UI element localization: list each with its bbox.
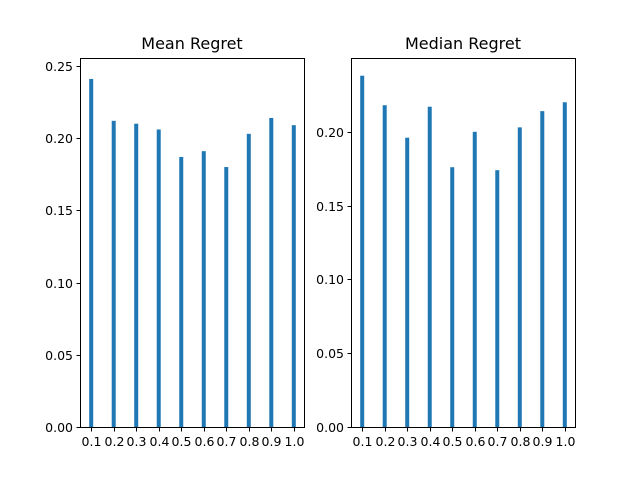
median-regret-bar-0.7 [495, 170, 500, 427]
median-regret-bar-0.5 [450, 167, 455, 427]
mean-regret-bar-0.1 [89, 78, 94, 427]
median-regret-xtick-label: 1.0 [556, 434, 576, 449]
median-regret-xtick-label: 0.4 [421, 434, 441, 449]
mean-regret-xtick-label: 0.5 [172, 434, 192, 449]
median-regret-ytick-label: 0.20 [316, 125, 344, 140]
mean-regret-title: Mean Regret [141, 34, 242, 53]
mean-regret-bar-0.6 [201, 151, 206, 427]
mean-regret-bar-0.2 [111, 120, 116, 427]
median-regret-bars [360, 75, 567, 428]
mean-regret-xtick-label: 0.2 [105, 434, 125, 449]
mean-regret-xtick-label: 0.3 [127, 434, 147, 449]
mean-regret-bar-0.5 [179, 156, 184, 427]
mean-regret-ytick-label: 0.10 [45, 276, 73, 291]
median-regret-xtick-label: 0.1 [353, 434, 373, 449]
median-regret-bar-0.6 [472, 131, 477, 428]
mean-regret-ytick-label: 0.20 [45, 131, 73, 146]
median-regret-ytick-label: 0.10 [316, 272, 344, 287]
mean-regret-xtick-label: 0.7 [217, 434, 237, 449]
mean-regret-y-axis: 0.00 0.05 0.10 0.15 0.20 0.25 [45, 59, 81, 435]
mean-regret-bar-1.0 [291, 125, 296, 427]
median-regret-xtick-label: 0.5 [443, 434, 463, 449]
mean-regret-bar-0.3 [134, 123, 139, 428]
median-regret-ytick-label: 0.00 [316, 420, 344, 435]
median-regret-bar-0.1 [360, 75, 365, 428]
mean-regret-ytick-label: 0.05 [45, 348, 73, 363]
mean-regret-ytick-label: 0.15 [45, 203, 73, 218]
mean-regret-panel: Mean Regret 0.00 0.05 0.10 0.15 0.20 0.25 0.1… [45, 34, 305, 449]
mean-regret-bar-0.7 [224, 167, 229, 428]
mean-regret-xtick-label: 0.6 [195, 434, 215, 449]
median-regret-bar-0.4 [427, 106, 432, 428]
mean-regret-x-axis: 0.1 0.2 0.3 0.4 0.5 0.6 0.7 0.8 0.9 1.0 [82, 427, 305, 449]
median-regret-bar-0.3 [405, 137, 410, 427]
mean-regret-bars [89, 78, 296, 428]
median-regret-y-axis: 0.00 0.05 0.10 0.15 0.20 [316, 125, 352, 435]
mean-regret-ytick-label: 0.00 [45, 420, 73, 435]
mean-regret-ytick-label: 0.25 [45, 59, 73, 74]
mean-regret-xtick-label: 0.8 [240, 434, 260, 449]
mean-regret-xtick-label: 0.1 [82, 434, 102, 449]
median-regret-bar-0.2 [382, 105, 387, 427]
mean-regret-axes-frame [80, 58, 305, 428]
mean-regret-xtick-label: 1.0 [285, 434, 305, 449]
mean-regret-bar-0.8 [246, 133, 251, 427]
median-regret-title: Median Regret [405, 34, 521, 53]
median-regret-xtick-label: 0.6 [466, 434, 486, 449]
median-regret-xtick-label: 0.3 [398, 434, 418, 449]
median-regret-bar-0.8 [517, 127, 522, 428]
median-regret-ytick-label: 0.15 [316, 199, 344, 214]
mean-regret-xtick-label: 0.9 [262, 434, 282, 449]
median-regret-axes-frame [351, 58, 576, 428]
mean-regret-xtick-label: 0.4 [150, 434, 170, 449]
median-regret-x-axis: 0.1 0.2 0.3 0.4 0.5 0.6 0.7 0.8 0.9 1.0 [353, 427, 576, 449]
median-regret-xtick-label: 0.2 [376, 434, 396, 449]
median-regret-bar-0.9 [540, 111, 545, 427]
median-regret-xtick-label: 0.8 [511, 434, 531, 449]
mean-regret-bar-0.4 [156, 129, 161, 428]
mean-regret-bar-0.9 [269, 117, 274, 427]
median-regret-panel: Median Regret 0.000.050.100.150.20 0.1 0.… [316, 34, 576, 449]
median-regret-bar-1.0 [562, 102, 567, 427]
median-regret-xtick-label: 0.9 [533, 434, 553, 449]
median-regret-xtick-label: 0.7 [488, 434, 508, 449]
median-regret-ytick-label: 0.05 [316, 346, 344, 361]
